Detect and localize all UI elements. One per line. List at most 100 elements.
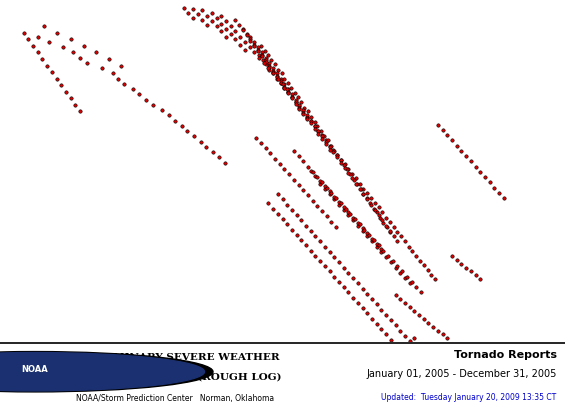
Point (339, 207, 348, 213)
Point (322, 184, 331, 191)
Point (113, 75, 122, 82)
Point (379, 220, 388, 226)
Point (401, 238, 410, 245)
Point (282, 221, 292, 228)
Point (268, 68, 277, 74)
Point (377, 249, 386, 255)
Point (321, 141, 331, 147)
Point (52, 75, 61, 82)
Point (316, 180, 325, 187)
Point (128, 86, 137, 92)
Point (282, 86, 292, 92)
Point (117, 62, 126, 69)
Point (306, 228, 315, 234)
Point (71, 102, 80, 108)
Point (316, 238, 325, 245)
Point (347, 171, 357, 178)
Point (363, 233, 372, 239)
Point (353, 300, 362, 306)
Point (302, 112, 311, 119)
Point (280, 166, 289, 173)
Point (284, 89, 293, 95)
Point (212, 15, 221, 21)
Point (398, 268, 407, 275)
Point (220, 160, 229, 166)
Point (62, 89, 71, 95)
Point (105, 56, 114, 62)
Point (391, 292, 400, 298)
Point (433, 122, 442, 128)
Point (288, 94, 297, 100)
Point (358, 225, 367, 231)
Point (318, 179, 327, 185)
Point (396, 327, 405, 334)
Point (286, 85, 295, 91)
Point (410, 308, 419, 314)
Point (393, 238, 402, 245)
Point (386, 259, 396, 266)
Point (356, 185, 365, 192)
Point (325, 146, 334, 153)
Point (264, 200, 273, 207)
Point (299, 110, 308, 116)
Point (391, 322, 400, 328)
Point (333, 154, 342, 161)
Point (330, 194, 339, 200)
Point (344, 212, 353, 218)
Point (306, 117, 315, 124)
Point (294, 153, 303, 159)
Point (419, 315, 428, 322)
Point (381, 222, 390, 229)
Point (355, 180, 364, 187)
Point (381, 331, 390, 338)
Point (367, 315, 376, 322)
Point (299, 104, 308, 111)
Point (344, 209, 353, 216)
Point (367, 201, 376, 208)
Point (273, 66, 282, 73)
Point (271, 156, 280, 162)
Point (33, 49, 42, 56)
Point (250, 41, 259, 48)
Point (276, 75, 285, 82)
Point (329, 146, 338, 153)
Point (66, 95, 75, 102)
Point (231, 28, 240, 35)
Point (330, 147, 339, 154)
Point (276, 78, 285, 85)
Point (367, 195, 376, 201)
Point (258, 57, 267, 64)
Point (245, 34, 254, 40)
Point (325, 268, 334, 275)
Point (339, 162, 348, 168)
Point (240, 47, 249, 53)
Point (291, 100, 300, 107)
Point (292, 212, 301, 218)
Point (265, 64, 274, 70)
Point (388, 258, 397, 264)
Point (476, 276, 485, 283)
Point (292, 232, 301, 238)
Point (289, 147, 298, 154)
Point (203, 13, 212, 19)
Point (311, 253, 320, 259)
Point (183, 128, 192, 134)
Point (340, 165, 349, 171)
Point (217, 28, 226, 35)
Point (306, 167, 315, 174)
Text: Tornado Reports: Tornado Reports (454, 350, 557, 360)
Text: Updated:  Tuesday January 20, 2009 13:35 CT: Updated: Tuesday January 20, 2009 13:35 … (381, 393, 557, 402)
Point (351, 180, 360, 187)
Point (215, 154, 224, 161)
Point (316, 178, 325, 184)
Point (202, 144, 211, 150)
Point (419, 262, 428, 268)
Point (427, 272, 436, 279)
Point (53, 30, 62, 36)
Point (353, 222, 362, 229)
Point (332, 195, 341, 201)
Point (344, 166, 353, 173)
Point (254, 54, 263, 61)
Point (330, 196, 339, 202)
Point (231, 17, 240, 23)
